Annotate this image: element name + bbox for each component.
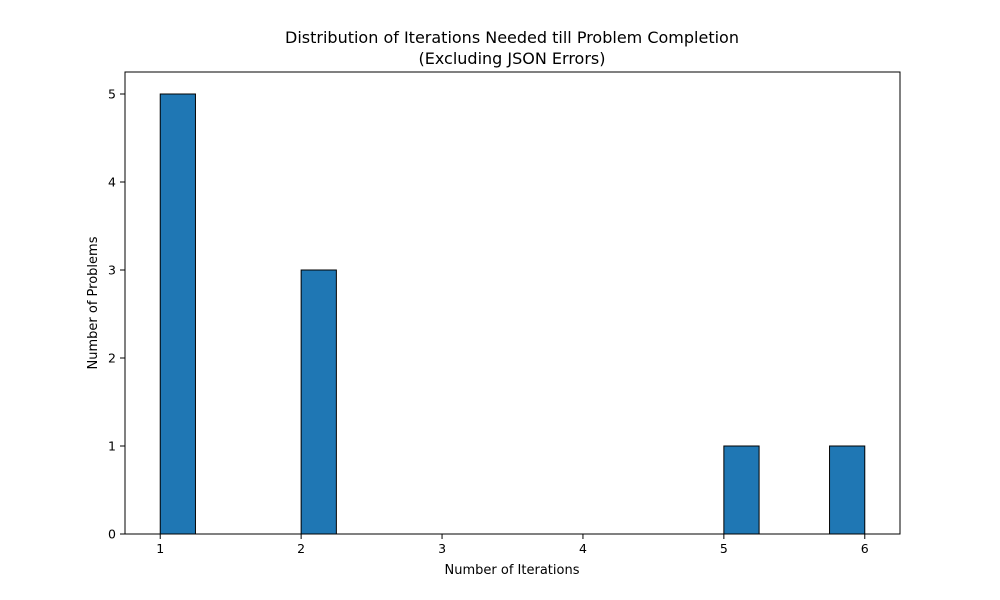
y-tick-label-2: 2	[108, 351, 116, 366]
plot-area-frame	[124, 71, 901, 535]
x-axis-label: Number of Iterations	[445, 563, 580, 578]
y-tick-label-3: 3	[108, 263, 116, 278]
x-tick-label-2: 2	[297, 541, 305, 556]
x-ticks-group: 1 2 3 4 5 6	[156, 534, 869, 556]
x-tick-label-1: 1	[156, 541, 164, 556]
x-tick-label-6: 6	[861, 541, 869, 556]
y-tick-label-0: 0	[108, 527, 116, 542]
chart-title-line-2: (Excluding JSON Errors)	[418, 49, 605, 68]
bars-group	[159, 93, 866, 535]
y-axis-label: Number of Problems	[86, 236, 101, 369]
x-tick-label-3: 3	[438, 541, 446, 556]
chart-title-line-1: Distribution of Iterations Needed till P…	[285, 28, 739, 47]
y-tick-label-1: 1	[108, 439, 116, 454]
histogram-bar-1	[159, 93, 196, 535]
x-tick-label-5: 5	[720, 541, 728, 556]
y-tick-label-5: 5	[108, 87, 116, 102]
histogram-bar-3	[723, 445, 760, 535]
histogram-bar-4	[829, 445, 866, 535]
y-tick-label-4: 4	[108, 175, 116, 190]
x-tick-label-4: 4	[579, 541, 587, 556]
histogram-bar-2	[300, 269, 337, 535]
y-ticks-group: 0 1 2 3 4 5	[108, 87, 125, 542]
